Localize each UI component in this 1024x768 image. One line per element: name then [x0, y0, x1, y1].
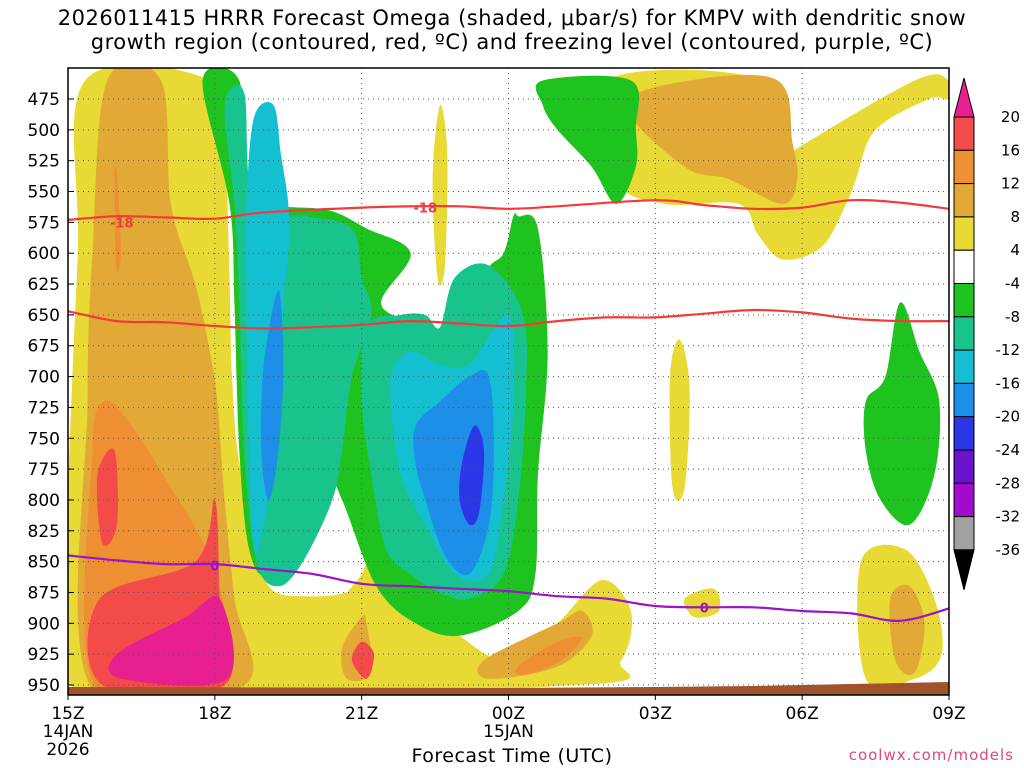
contour-label-3: 0	[700, 601, 709, 616]
omega-region-neg16-24	[260, 290, 284, 500]
shaded-omega-regions	[68, 68, 949, 695]
omega-region-neg4-28	[863, 302, 941, 526]
y-tick-label-600: 600	[28, 244, 60, 264]
y-tick-label-550: 550	[28, 183, 60, 203]
y-tick-label-725: 725	[28, 398, 60, 418]
y-tick-label-650: 650	[28, 306, 60, 326]
x-tick-label-00Z: 00Z	[492, 704, 525, 724]
y-tick-label-500: 500	[28, 121, 60, 141]
dotted-grid	[67, 68, 950, 695]
omega-region-16-4	[96, 448, 118, 546]
colorbar-label-4: 4	[1010, 241, 1020, 259]
omega-region-4-16	[683, 588, 721, 618]
y-tick-label-750: 750	[28, 429, 60, 449]
colorbar-label-9: -20	[996, 408, 1021, 426]
colorbar-swatch-12	[953, 482, 975, 518]
colorbar-swatch-8	[953, 349, 975, 384]
terrain-ground	[68, 682, 949, 695]
colorbar-label-11: -28	[996, 474, 1021, 492]
contour-dendritic-upper-bound	[68, 198, 949, 221]
colorbar-label-5: -4	[1005, 275, 1020, 293]
terrain-strip	[68, 682, 949, 695]
contour-lines	[68, 198, 949, 622]
y-tick-label-675: 675	[28, 337, 60, 357]
title-line-2: growth region (contoured, red, ºC) and f…	[90, 30, 934, 54]
omega-region-20-6	[108, 595, 235, 686]
colorbar-swatch-4	[953, 216, 975, 251]
omega-region-8-18	[889, 584, 925, 676]
x-tick-date-14JAN: 14JAN	[43, 722, 94, 742]
y-tick-label-525: 525	[28, 152, 60, 172]
omega-region-12-11	[515, 636, 582, 676]
colorbar-bottom-arrow	[953, 549, 975, 591]
colorbar-swatch-3	[953, 183, 975, 218]
omega-region-16-9	[351, 641, 374, 679]
omega-region-neg4-27	[535, 75, 640, 204]
x-tick-label-09Z: 09Z	[932, 704, 965, 724]
colorbar-swatch-6	[953, 283, 975, 318]
colorbar: 20 16 12 8 4 -4 -8 -12 -16 -20 -24 -28 -32 -36	[953, 77, 1021, 591]
contour-freezing-level	[68, 554, 949, 622]
colorbar-swatch-11	[953, 449, 975, 484]
colorbar-label-0: 20	[1001, 108, 1020, 126]
x-tick-label-21Z: 21Z	[345, 704, 378, 724]
y-tick-label-850: 850	[28, 553, 60, 573]
omega-region-4-12	[432, 104, 448, 286]
colorbar-label-3: 8	[1010, 208, 1020, 226]
contour-labels: -18 -18 0 0	[110, 202, 709, 617]
omega-region-8-14	[625, 74, 798, 204]
x-tick-date-15JAN: 15JAN	[483, 722, 534, 742]
omega-region-4-15	[669, 339, 690, 501]
title-line-1: 2026011415 HRRR Forecast Omega (shaded, …	[57, 6, 967, 30]
colorbar-label-7: -12	[996, 341, 1021, 359]
chart-title: 2026011415 HRRR Forecast Omega (shaded, …	[0, 6, 1024, 54]
colorbar-label-13: -36	[996, 541, 1021, 559]
colorbar-swatch-13	[953, 516, 975, 551]
colorbar-top-arrow	[953, 77, 975, 118]
contour-label-1: -18	[414, 202, 438, 217]
colorbar-swatch-2	[953, 149, 975, 185]
colorbar-label-12: -32	[996, 508, 1021, 526]
y-tick-label-800: 800	[28, 491, 60, 511]
contour-label-0: -18	[110, 216, 134, 231]
y-tick-label-625: 625	[28, 275, 60, 295]
y-tick-label-475: 475	[28, 90, 60, 110]
contour-dendritic-lower-bound	[68, 308, 949, 330]
colorbar-swatch-7	[953, 316, 975, 351]
y-tick-label-875: 875	[28, 583, 60, 603]
y-tick-label-575: 575	[28, 213, 60, 233]
x-tick-label-15Z: 15Z	[51, 704, 84, 724]
x-axis-label: Forecast Time (UTC)	[411, 745, 613, 767]
omega-region-neg20-26	[459, 425, 485, 526]
colorbar-label-6: -8	[1005, 308, 1020, 326]
colorbar-label-2: 12	[1001, 175, 1020, 193]
omega-region-12-2	[114, 165, 121, 272]
colorbar-swatch-10	[953, 416, 975, 451]
contour-label-2: 0	[210, 559, 219, 574]
y-tick-label-900: 900	[28, 614, 60, 634]
site-credit[interactable]: coolwx.com/models	[848, 746, 1014, 764]
omega-region-8-10	[477, 610, 593, 679]
x-tick-year-2026: 2026	[46, 740, 89, 760]
y-tick-label-700: 700	[28, 368, 60, 388]
colorbar-label-1: 16	[1001, 141, 1020, 159]
y-tick-label-950: 950	[28, 676, 60, 696]
y-tick-label-775: 775	[28, 460, 60, 480]
colorbar-label-10: -24	[996, 441, 1021, 459]
colorbar-label-8: -16	[996, 374, 1021, 392]
colorbar-swatch-9	[953, 382, 975, 418]
x-tick-label-03Z: 03Z	[639, 704, 672, 724]
y-tick-label-925: 925	[28, 645, 60, 665]
y-tick-label-825: 825	[28, 522, 60, 542]
pressure-axis: 475 500 525 550 575 600 625 650 675 700 725 750 775 8…	[28, 90, 74, 696]
x-tick-label-06Z: 06Z	[786, 704, 819, 724]
colorbar-swatch-5	[953, 249, 975, 284]
colorbar-swatch-1	[953, 116, 975, 151]
x-tick-label-18Z: 18Z	[198, 704, 231, 724]
